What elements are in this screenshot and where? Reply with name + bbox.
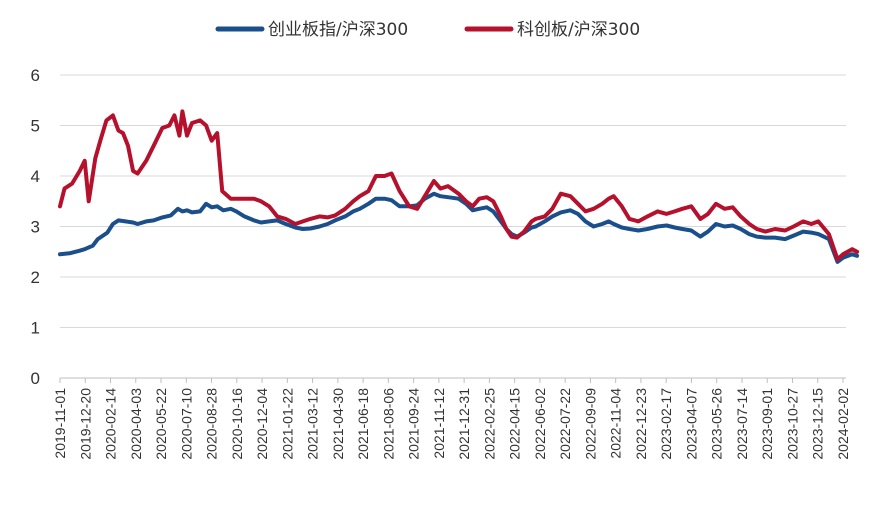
x-tick-label: 2021-08-06 [380,388,396,460]
x-tick-label: 2020-08-28 [204,388,220,460]
y-tick-label: 4 [31,167,40,186]
gridlines [60,74,846,328]
x-tick-label: 2019-12-20 [77,388,93,460]
y-tick-label: 2 [31,268,40,287]
x-tick-label: 2021-12-31 [456,388,472,460]
series-lines [58,109,860,264]
x-tick-label: 2024-02-02 [835,388,851,460]
x-tick-label: 2022-12-23 [633,388,649,460]
x-axis: 2019-11-01 2019-12-20 2020-02-14 2020-04-03… [52,377,851,460]
x-tick-label: 2022-07-22 [557,388,573,460]
x-tick-label: 2022-02-25 [481,388,497,460]
legend-label-series-2: 科创板/沪深300 [517,20,640,40]
x-tick-label: 2022-11-04 [608,388,624,459]
x-tick-label: 2021-06-18 [355,388,371,460]
x-tick-label: 2022-06-02 [532,388,548,460]
x-tick-label: 2023-10-27 [784,388,800,460]
y-tick-label: 5 [31,117,40,136]
x-tick-label: 2020-02-14 [103,388,119,460]
legend-item-series-1: 创业板指/沪深300 [215,20,408,40]
x-tick-label: 2022-09-09 [582,388,598,460]
y-tick-label: 0 [31,369,40,388]
x-tick-label: 2023-04-07 [683,388,699,460]
series-line-2 [58,109,860,262]
x-tick-label: 2020-05-22 [153,388,169,460]
x-tick-label: 2021-01-22 [279,388,295,460]
x-tick-label: 2020-07-10 [178,388,194,460]
y-tick-label: 3 [31,218,40,237]
series-line-1 [58,191,860,264]
x-tick-label: 2023-09-01 [759,388,775,460]
x-tick-label: 2023-12-15 [810,388,826,460]
x-tick-label: 2023-07-14 [734,388,750,460]
x-tick-label: 2021-09-24 [406,388,422,460]
x-tick-label: 2020-04-03 [128,388,144,460]
x-tick-label: 2020-12-04 [254,388,270,460]
x-tick-label: 2021-03-12 [305,388,321,460]
x-tick-label: 2023-05-26 [709,388,725,460]
y-axis: 0 1 2 3 4 5 6 [31,66,40,388]
legend: 创业板指/沪深300 科创板/沪深300 [215,20,640,40]
legend-label-series-1: 创业板指/沪深300 [268,20,408,40]
x-tick-label: 2023-02-17 [658,388,674,460]
legend-item-series-2: 科创板/沪深300 [464,20,640,40]
x-tick-label: 2021-11-12 [431,388,447,459]
x-tick-label: 2022-04-15 [507,388,523,460]
y-tick-label: 1 [31,319,40,338]
x-tick-label: 2019-11-01 [52,388,68,459]
y-tick-label: 6 [31,66,40,85]
x-tick-label: 2021-04-30 [330,388,346,460]
x-tick-label: 2020-10-16 [229,388,245,460]
